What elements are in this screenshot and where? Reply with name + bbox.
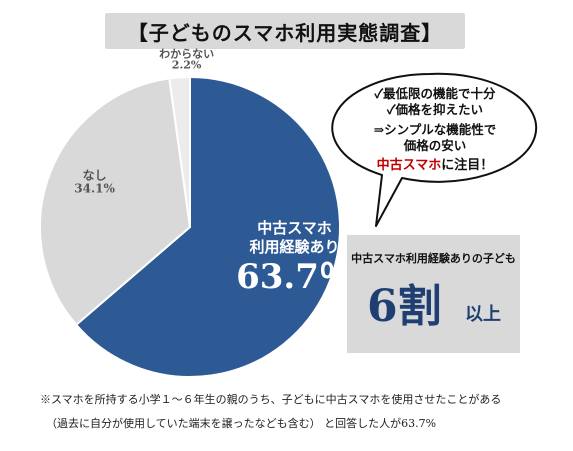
- slice-label: 利用経験あり: [250, 238, 340, 256]
- callout-line-3: ⇒シンプルな機能性で: [373, 122, 497, 137]
- pie-slice: [168, 75, 191, 228]
- slice-label: なし: [83, 168, 107, 182]
- callout-highlight: 中古スマホ: [376, 158, 442, 173]
- slice-label: わからない: [159, 47, 214, 60]
- callout-text: ✓最低限の機能で十分 ✓価格を抑えたい ⇒シンプルな機能性で 価格の安い 中古ス…: [340, 86, 530, 174]
- stat-heading: 中古スマホ利用経験ありの子ども: [351, 252, 516, 265]
- slice-value-label: 2.2%: [172, 58, 202, 71]
- stat-big-value: 6割: [367, 281, 442, 332]
- stat-box: 中古スマホ利用経験ありの子ども 6割 以上: [347, 235, 520, 353]
- callout-line-1: ✓最低限の機能で十分: [374, 86, 496, 101]
- slice-label: 中古スマホ: [257, 219, 332, 237]
- pie-slice: [39, 77, 192, 327]
- callout-rest: に注目！: [441, 158, 494, 173]
- stat-small-value: 以上: [465, 304, 501, 325]
- footnote-line-2: （過去に自分が使用していた端末を譲ったなども含む） と回答した人が63.7%: [46, 417, 437, 430]
- slice-value-label: 34.1%: [74, 181, 115, 195]
- footnote-line-1: ※スマホを所持する小学１～６年生の親のうち、子どもに中古スマホを使用させたことが…: [40, 393, 502, 406]
- callout-line-2: ✓価格を抑えたい: [386, 102, 484, 117]
- speech-bubble: [331, 72, 538, 227]
- callout-line-4: 価格の安い: [403, 138, 467, 153]
- slice-value-label: 63.7％: [236, 257, 353, 297]
- callout-line-5: 中古スマホに注目！: [340, 158, 530, 174]
- chart-title: 【子どものスマホ利用実態調査】: [105, 13, 465, 49]
- footnote: ※スマホを所持する小学１～６年生の親のうち、子どもに中古スマホを使用させたことが…: [40, 393, 560, 431]
- pie-slice: [74, 75, 341, 378]
